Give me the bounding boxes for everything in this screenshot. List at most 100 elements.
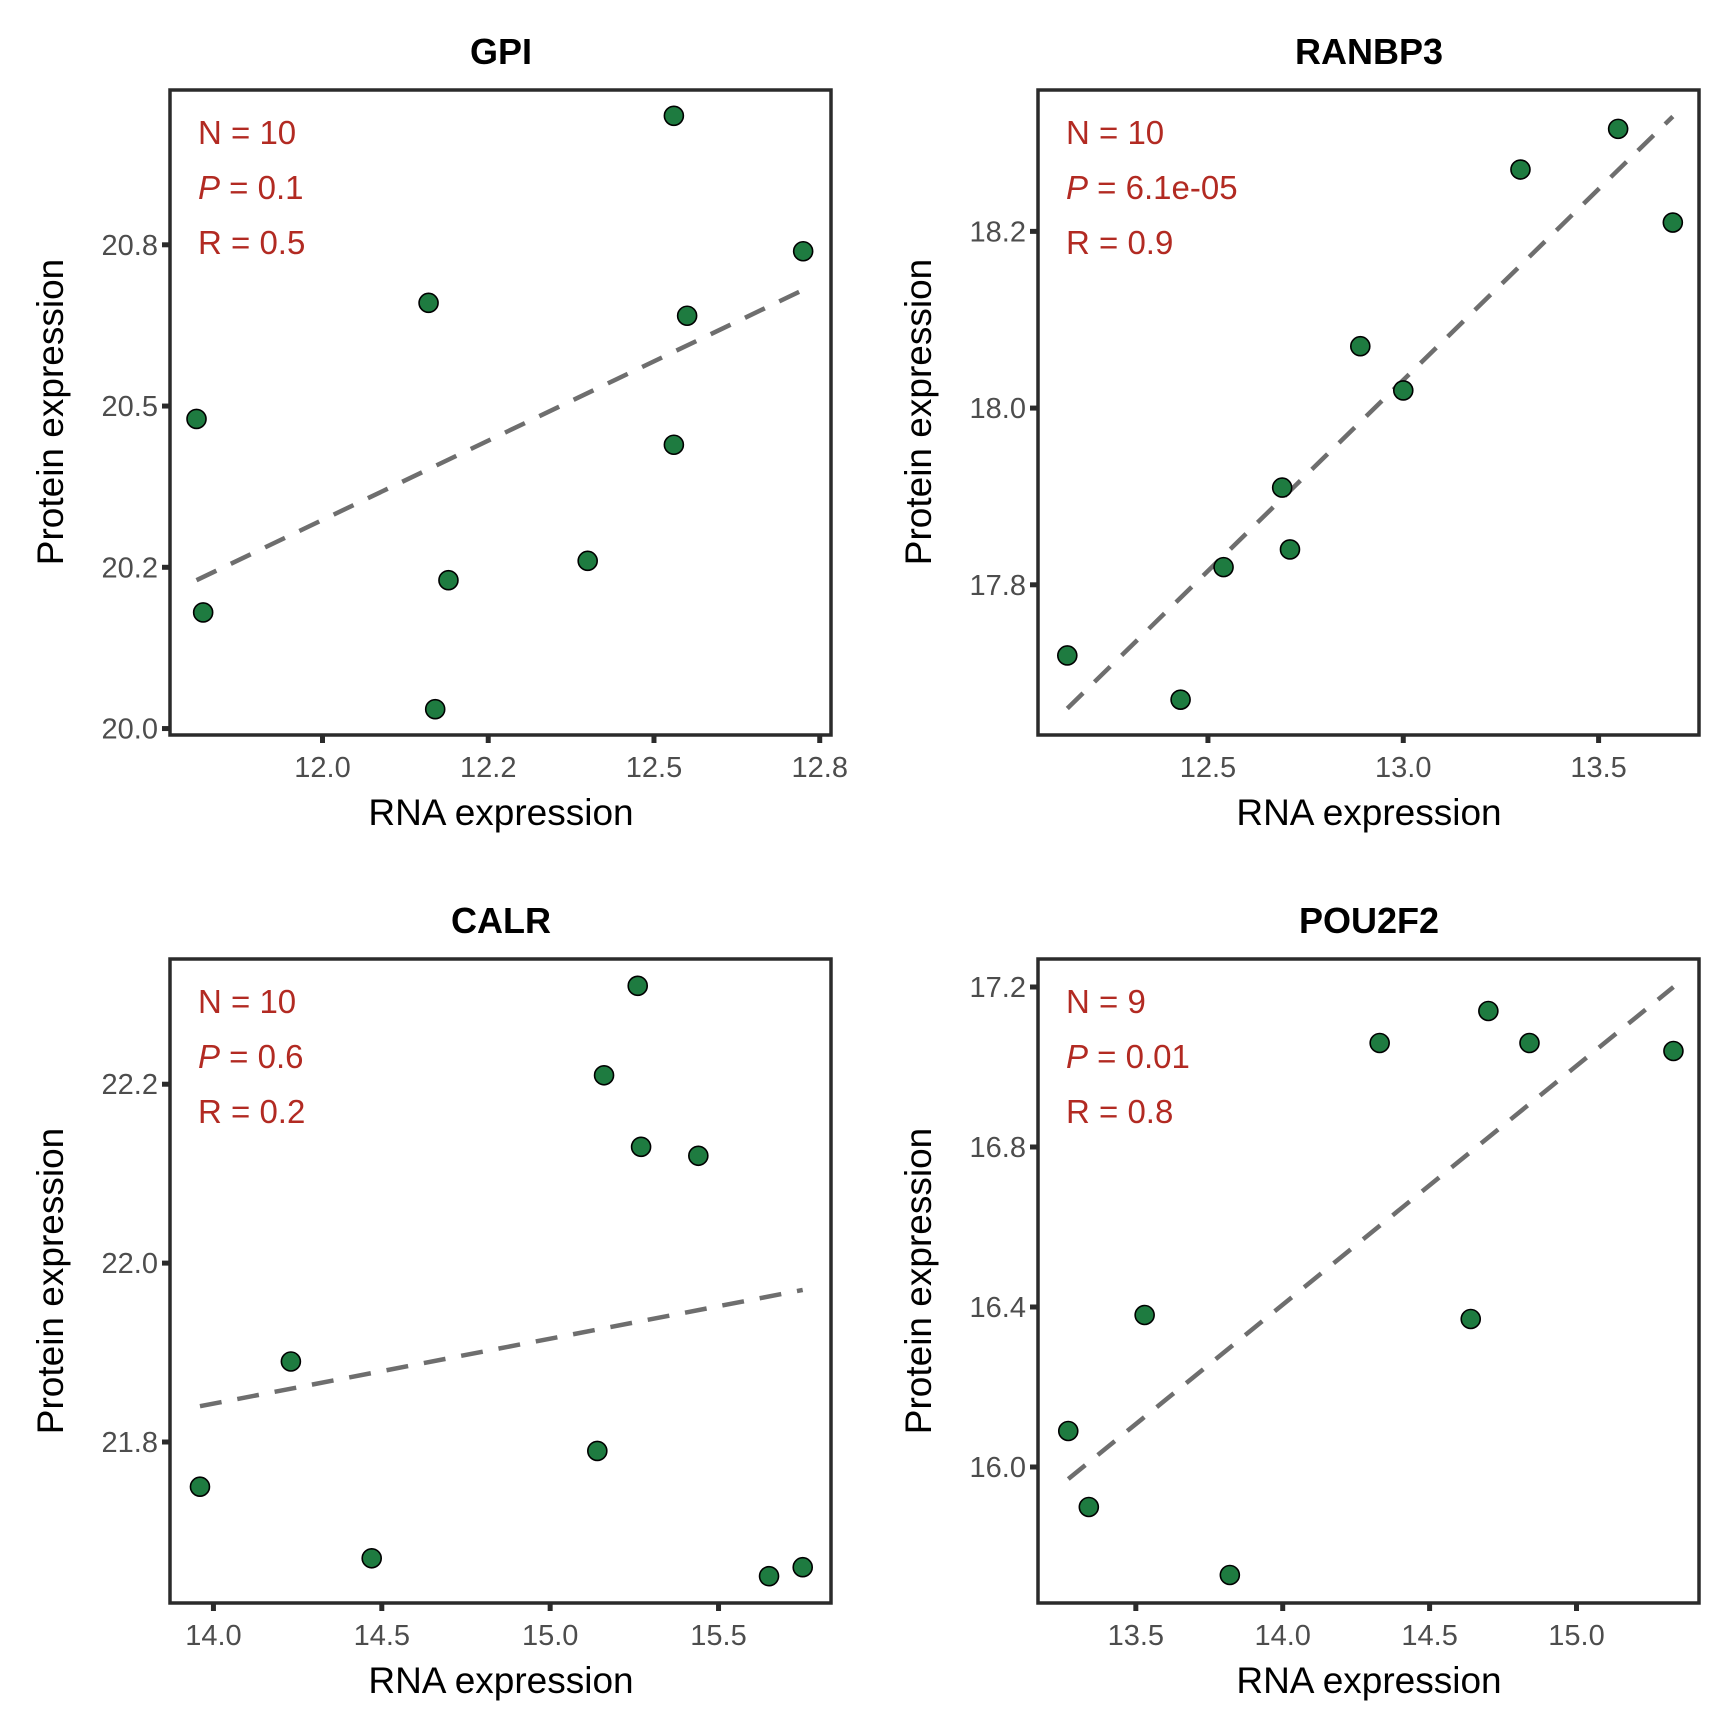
x-axis-title: RNA expression (1236, 792, 1501, 833)
data-point (688, 1145, 709, 1167)
trend-line (199, 1287, 804, 1409)
data-point (676, 305, 698, 327)
y-axis-title: Protein expression (30, 259, 71, 565)
data-point (280, 1351, 302, 1372)
panel-gpi: GPI N = 10 P = 0.1 R = 0.5 RNA expressio… (30, 31, 848, 833)
x-tick-label: 14.5 (354, 1620, 410, 1652)
data-point (630, 1136, 652, 1158)
data-point (1078, 1496, 1100, 1518)
data-point (577, 550, 598, 572)
panel-title: RANBP3 (1295, 31, 1443, 72)
stat-n: N = 10 (1066, 114, 1164, 151)
data-layer (1057, 985, 1684, 1586)
stat-p: P = 6.1e-05 (1066, 169, 1238, 206)
x-tick-label: 13.5 (1570, 752, 1626, 784)
trend-line (1066, 985, 1675, 1481)
stat-p: P = 0.1 (198, 169, 304, 206)
y-tick-label: 20.8 (102, 230, 158, 262)
data-point (663, 105, 685, 127)
data-point (1519, 1032, 1540, 1054)
y-tick-label: 16.8 (970, 1132, 1026, 1164)
x-tick-label: 14.0 (185, 1620, 241, 1652)
x-tick-label: 15.5 (690, 1620, 746, 1652)
data-point (792, 1556, 814, 1578)
x-tick-label: 14.5 (1401, 1620, 1457, 1652)
stat-r: R = 0.8 (1066, 1093, 1173, 1130)
stat-p-symbol: P (198, 169, 220, 206)
data-point (418, 292, 439, 314)
panel-title: GPI (470, 31, 532, 72)
data-point (424, 698, 446, 720)
stat-p: P = 0.01 (1066, 1038, 1190, 1075)
data-point (186, 408, 207, 430)
data-point (192, 602, 214, 623)
data-point (1369, 1032, 1390, 1054)
data-layer (186, 105, 814, 720)
trend-line (1065, 114, 1675, 711)
data-point (627, 975, 649, 997)
x-axis-title: RNA expression (368, 1660, 633, 1701)
stat-n: N = 10 (198, 114, 296, 151)
x-axis-title: RNA expression (368, 792, 633, 833)
data-point (792, 240, 814, 262)
x-axis-title: RNA expression (1236, 1660, 1501, 1701)
data-point (1134, 1304, 1155, 1326)
stat-p-value: = 0.01 (1088, 1038, 1190, 1075)
x-tick-label: 13.5 (1108, 1620, 1164, 1652)
panel-calr: CALR N = 10 P = 0.6 R = 0.2 RNA expressi… (30, 900, 833, 1701)
data-point (758, 1565, 780, 1587)
y-tick-label: 20.2 (102, 552, 158, 584)
plot-area (168, 957, 833, 1605)
data-point (1392, 380, 1414, 401)
panel-ranbp3: RANBP3 N = 10 P = 6.1e-05 R = 0.9 RNA ex… (898, 31, 1701, 833)
stat-r: R = 0.5 (198, 224, 305, 261)
y-tick-label: 17.8 (970, 570, 1026, 602)
y-axis-title: Protein expression (30, 1128, 71, 1434)
y-tick-label: 21.8 (102, 1427, 158, 1459)
panel-title: CALR (451, 900, 551, 941)
data-point (189, 1476, 211, 1498)
x-tick-label: 14.0 (1254, 1620, 1310, 1652)
x-tick-label: 15.0 (1548, 1620, 1604, 1652)
data-point (438, 569, 459, 591)
y-tick-label: 16.0 (970, 1452, 1026, 1484)
plot-area (168, 88, 833, 737)
data-layer (189, 975, 814, 1587)
x-tick-label: 15.0 (522, 1620, 578, 1652)
data-point (1056, 645, 1078, 666)
data-point (1219, 1564, 1241, 1586)
data-point (593, 1064, 615, 1086)
x-tick-label: 13.0 (1375, 752, 1431, 784)
panel-title: POU2F2 (1299, 900, 1439, 941)
data-point (1478, 1000, 1499, 1022)
data-point (1460, 1308, 1482, 1330)
y-axis-title: Protein expression (898, 1128, 939, 1434)
stat-p-symbol: P (1066, 1038, 1088, 1075)
data-point (1170, 689, 1191, 710)
data-point (1607, 118, 1629, 140)
y-tick-label: 18.0 (970, 393, 1026, 425)
stat-p-value: = 0.1 (220, 169, 303, 206)
data-layer (1056, 114, 1684, 711)
stat-p-value: = 6.1e-05 (1088, 169, 1238, 206)
data-point (1349, 335, 1371, 357)
stat-n: N = 10 (198, 983, 296, 1020)
x-tick-label: 12.5 (1180, 752, 1236, 784)
stat-n: N = 9 (1066, 983, 1146, 1020)
data-point (1510, 159, 1531, 180)
stat-r: R = 0.9 (1066, 224, 1173, 261)
y-tick-label: 18.2 (970, 216, 1026, 248)
data-point (1271, 477, 1293, 498)
data-point (1213, 556, 1234, 578)
panel-pou2f2: POU2F2 N = 9 P = 0.01 R = 0.8 RNA expres… (898, 900, 1701, 1701)
x-tick-label: 12.8 (792, 752, 848, 784)
data-point (1279, 539, 1301, 560)
stat-p-symbol: P (198, 1038, 220, 1075)
y-tick-label: 17.2 (970, 972, 1026, 1004)
data-point (361, 1547, 383, 1569)
y-tick-label: 20.5 (102, 391, 158, 423)
stat-p: P = 0.6 (198, 1038, 304, 1075)
data-point (663, 434, 685, 456)
x-tick-label: 12.0 (294, 752, 350, 784)
